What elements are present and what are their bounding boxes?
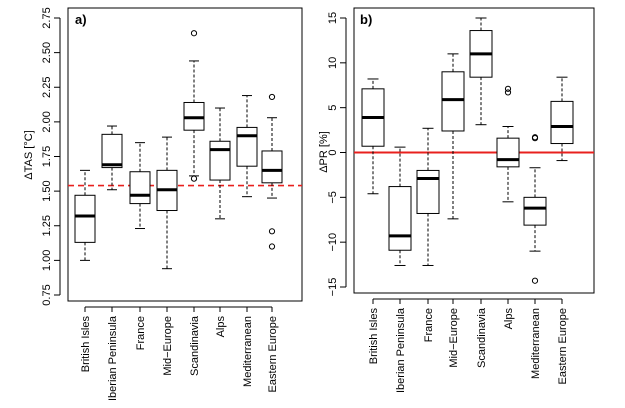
- box-iqr: [236, 126, 258, 167]
- y-tick-label: 5: [327, 105, 339, 111]
- x-tick-label: Scandinavia: [189, 315, 201, 376]
- y-tick-label: 2.00: [41, 111, 53, 132]
- box-iqr: [496, 137, 520, 168]
- box-iqr: [416, 169, 440, 214]
- outlier-point: [268, 93, 276, 101]
- outlier-point: [531, 135, 539, 142]
- x-tick-label: Alps: [503, 308, 515, 330]
- box-4: [441, 53, 465, 220]
- box-4: [156, 136, 178, 270]
- box-8: [261, 93, 283, 250]
- panel-label: b): [360, 12, 372, 27]
- x-tick-label: Eastern Europe: [557, 308, 569, 384]
- box-7: [523, 134, 547, 284]
- y-tick-label: 2.50: [41, 42, 53, 63]
- x-tick-label: British Isles: [80, 316, 92, 373]
- plot-frame: [67, 7, 303, 302]
- y-tick-label: 1.25: [41, 215, 53, 236]
- box-6: [496, 85, 520, 203]
- x-tick-label: British Isles: [368, 308, 380, 365]
- x-tick-label: Mid−Europe: [162, 316, 174, 376]
- x-tick-label: France: [423, 308, 435, 342]
- box-5: [183, 30, 205, 182]
- outlier-point: [268, 228, 276, 235]
- y-tick-label: 1.50: [41, 180, 53, 201]
- y-tick-label: 0: [327, 149, 339, 155]
- y-tick-label: 2.25: [41, 77, 53, 98]
- box-iqr: [523, 196, 547, 226]
- box-iqr: [209, 140, 231, 181]
- x-tick-label: Alps: [215, 316, 227, 338]
- outlier-point: [190, 175, 198, 182]
- y-tick-label: −10: [327, 233, 339, 252]
- outlier-point: [268, 243, 276, 250]
- box-7: [236, 95, 258, 198]
- panel-b: −15 −10 −5 0 5 10 15 ΔPR [%] b) British Isles Iber…: [318, 7, 595, 393]
- box-iqr: [74, 194, 96, 243]
- box-iqr: [261, 150, 283, 184]
- x-tick-label: Iberian Peninsula: [107, 315, 119, 401]
- x-tick-label: Scandinavia: [476, 307, 488, 368]
- y-tick-label: 10: [327, 57, 339, 69]
- box-6: [209, 107, 231, 220]
- box-iqr: [388, 186, 412, 251]
- outlier-point: [531, 277, 539, 284]
- box-iqr: [129, 171, 151, 205]
- panel-label: a): [75, 12, 87, 27]
- x-tick-label: Mid−Europe: [448, 308, 460, 368]
- y-tick-label: 1.75: [41, 146, 53, 167]
- y-tick-label: 2.75: [41, 7, 53, 28]
- outlier-point: [190, 30, 198, 37]
- y-axis-label: ΔTAS [°C]: [23, 130, 35, 179]
- y-tick-label: 15: [327, 12, 339, 24]
- box-5: [469, 17, 493, 126]
- outlier-point: [504, 85, 512, 92]
- box-2: [101, 125, 123, 191]
- outlier-point: [504, 89, 512, 96]
- y-axis-label: ΔPR [%]: [318, 131, 330, 173]
- x-tick-label: Eastern Europe: [267, 316, 279, 392]
- box-2: [388, 146, 412, 266]
- x-tick-label: Mediterranean: [242, 316, 254, 387]
- box-1: [361, 78, 385, 195]
- box-3: [416, 127, 440, 266]
- box-3: [129, 142, 151, 230]
- box-iqr: [550, 100, 574, 145]
- y-tick-label: −15: [327, 278, 339, 297]
- x-tick-label: France: [135, 316, 147, 350]
- plot-frame: [353, 7, 595, 294]
- y-tick-label: −5: [327, 191, 339, 204]
- box-iqr: [101, 133, 123, 169]
- x-tick-label: Mediterranean: [530, 308, 542, 379]
- x-tick-label: Iberian Peninsula: [395, 307, 407, 393]
- box-1: [74, 169, 96, 261]
- y-tick-label: 0.75: [41, 284, 53, 305]
- y-tick-label: 1.00: [41, 250, 53, 271]
- box-iqr: [441, 71, 465, 132]
- box-8: [550, 76, 574, 162]
- panel-a: 0.75 1.00 1.25 1.50 1.75 2.00 2.25 2.50 2.75 ΔTAS…: [23, 7, 303, 401]
